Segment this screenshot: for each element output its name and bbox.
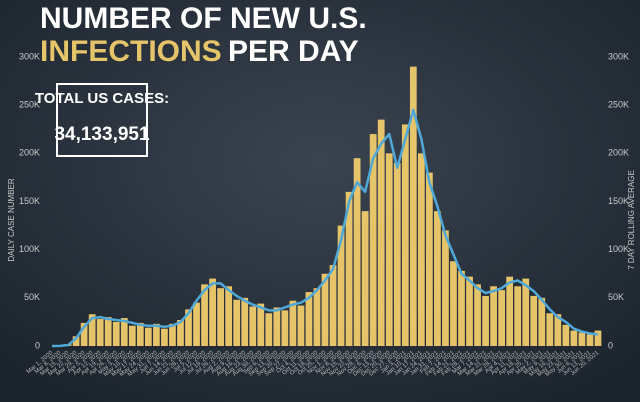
bar (153, 323, 160, 346)
bar (594, 330, 602, 346)
bar (80, 322, 88, 346)
bar (281, 310, 289, 346)
bar (112, 321, 120, 346)
bar (377, 119, 385, 346)
rolling-average-line (51, 108, 599, 348)
bar (498, 290, 506, 346)
bar (313, 288, 321, 346)
y2-axis-title: 7 DAY ROLLING AVERAGE (627, 170, 636, 270)
y-axis-title: DAILY CASE NUMBER (7, 178, 16, 262)
y-tick-label: 300K (19, 51, 40, 61)
bar (426, 172, 433, 346)
bar (217, 288, 224, 346)
y-tick-label: 0 (35, 340, 40, 350)
bar (570, 330, 578, 346)
bar (482, 295, 489, 346)
bar (96, 319, 104, 346)
bar (273, 307, 281, 346)
bar (249, 306, 257, 346)
bar (538, 297, 546, 346)
bar (329, 265, 337, 346)
bar (193, 302, 200, 346)
bar (417, 153, 425, 346)
title-line1: NUMBER OF NEW U.S. (40, 2, 367, 35)
bar (233, 299, 241, 346)
bar (120, 318, 128, 346)
y-tick-label: 250K (19, 100, 40, 110)
bar (169, 323, 176, 346)
bar (401, 124, 409, 346)
bar (177, 319, 184, 346)
bar (474, 284, 481, 346)
y-tick-label: 100K (19, 244, 40, 254)
bar (104, 317, 112, 346)
bar (305, 292, 313, 346)
bar (241, 297, 249, 346)
bar (289, 300, 297, 346)
bar (530, 295, 538, 346)
y-tick-label: 50K (24, 292, 40, 302)
bar (450, 261, 457, 346)
y2-tick-label: 150K (608, 196, 629, 206)
bar (201, 284, 208, 346)
total-label: TOTAL US CASES: (35, 90, 169, 107)
bar (136, 322, 144, 346)
bar (257, 303, 265, 346)
bar (514, 286, 522, 346)
bar (546, 313, 554, 346)
bar (225, 286, 233, 346)
total-box (56, 83, 148, 157)
bar (554, 314, 562, 346)
bar (361, 211, 369, 346)
bar (369, 134, 377, 346)
title-rest: PER DAY (228, 35, 359, 68)
bar (442, 230, 449, 346)
bar (297, 305, 305, 346)
y2-tick-label: 200K (608, 148, 629, 158)
bar (562, 324, 570, 346)
bar (345, 191, 353, 346)
bar (522, 278, 530, 346)
y2-tick-label: 50K (608, 292, 624, 302)
bar (128, 325, 136, 346)
bar (458, 270, 465, 346)
bar (265, 313, 273, 346)
y2-tick-label: 300K (608, 51, 629, 61)
bar (321, 273, 329, 346)
bar (466, 276, 473, 346)
bar (161, 328, 168, 346)
bar (578, 332, 586, 346)
bar (506, 276, 514, 346)
bar (209, 278, 216, 346)
bar (337, 225, 345, 346)
bar (393, 162, 401, 346)
bar (185, 309, 192, 346)
bar (88, 314, 96, 346)
y-tick-label: 150K (19, 196, 40, 206)
bar (434, 211, 441, 346)
bar (353, 158, 361, 346)
bar (385, 153, 393, 346)
bar (490, 286, 497, 346)
y2-tick-label: 100K (608, 244, 629, 254)
bar (586, 334, 594, 346)
bar (72, 336, 80, 346)
y-tick-label: 200K (19, 148, 40, 158)
bar (409, 66, 417, 346)
total-value: 34,133,951 (54, 124, 150, 145)
bar (144, 327, 152, 346)
y2-tick-label: 0 (608, 340, 613, 350)
y2-tick-label: 250K (608, 100, 629, 110)
title-highlight: INFECTIONS (40, 35, 222, 68)
